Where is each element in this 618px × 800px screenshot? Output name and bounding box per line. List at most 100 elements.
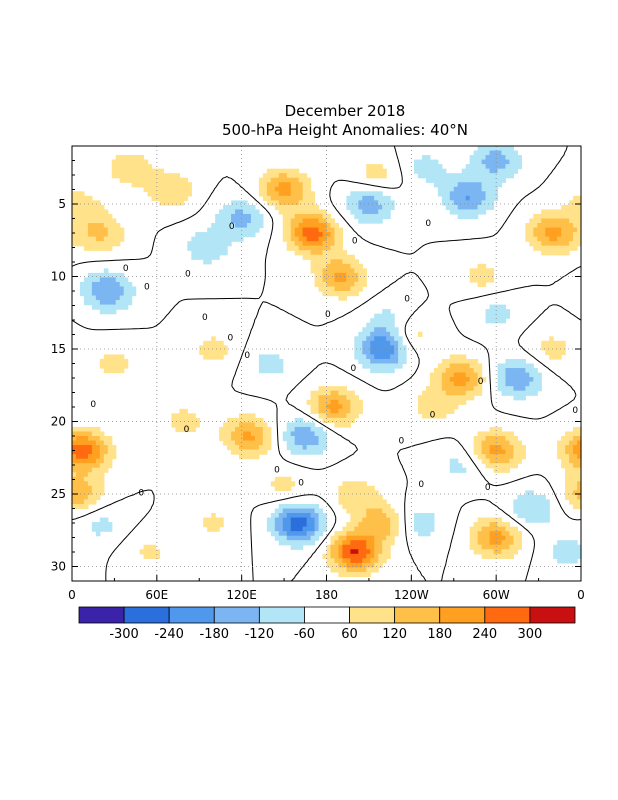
heatmap-cell [338, 236, 344, 242]
heatmap-cell [235, 422, 240, 428]
heatmap-cell [366, 499, 371, 505]
heatmap-cell [449, 404, 455, 410]
heatmap-cell [553, 245, 558, 251]
heatmap-cell [497, 304, 503, 310]
heatmap-cell [517, 535, 522, 541]
heatmap-cell [481, 540, 487, 546]
heatmap-cell [72, 485, 77, 491]
heatmap-cell [561, 449, 566, 455]
heatmap-cell [370, 173, 375, 179]
heatmap-cell [99, 431, 105, 437]
heatmap-cell [366, 526, 371, 532]
heatmap-cell [437, 372, 443, 378]
heatmap-cell [417, 513, 423, 519]
heatmap-cell [107, 213, 113, 220]
heatmap-cell [437, 363, 443, 369]
heatmap-cell [469, 195, 475, 201]
heatmap-cell [282, 186, 288, 192]
heatmap-cell [421, 173, 427, 179]
heatmap-cell [366, 517, 371, 523]
heatmap-cell [334, 286, 340, 292]
heatmap-cell [461, 354, 467, 360]
heatmap-cell [429, 390, 435, 396]
heatmap-cell [79, 218, 85, 224]
heatmap-cell [517, 508, 522, 514]
heatmap-cell [386, 340, 391, 346]
heatmap-cell [505, 531, 511, 537]
heatmap-cell [87, 481, 93, 487]
heatmap-cell [99, 526, 105, 532]
heatmap-cell [334, 241, 340, 247]
heatmap-cell [167, 191, 173, 197]
heatmap-cell [286, 481, 292, 487]
heatmap-cell [302, 245, 308, 251]
heatmap-cell [433, 164, 439, 170]
heatmap-cell [429, 164, 435, 170]
heatmap-cell [298, 209, 304, 215]
heatmap-cell [79, 494, 85, 501]
heatmap-cell [227, 436, 232, 442]
heatmap-cell [159, 191, 165, 197]
heatmap-cell [429, 399, 435, 405]
heatmap-cell [175, 191, 180, 197]
heatmap-cell [258, 449, 264, 455]
heatmap-cell [501, 449, 507, 455]
heatmap-cell [394, 336, 399, 342]
heatmap-cell [493, 517, 499, 523]
heatmap-cell [326, 236, 332, 242]
heatmap-cell [521, 368, 526, 374]
heatmap-cell [541, 508, 546, 514]
heatmap-cell [469, 372, 475, 378]
heatmap-cell [103, 209, 109, 215]
heatmap-cell [302, 227, 308, 233]
heatmap-cell [445, 204, 451, 211]
heatmap-cell [374, 331, 379, 337]
heatmap-cell [318, 395, 324, 401]
heatmap-cell [314, 236, 320, 242]
heatmap-cell [366, 544, 371, 550]
heatmap-cell [326, 277, 332, 283]
heatmap-cell [358, 553, 363, 559]
heatmap-cell [390, 522, 395, 528]
heatmap-cell [334, 558, 340, 564]
heatmap-cell [75, 445, 81, 451]
heatmap-cell [282, 522, 288, 528]
heatmap-cell [497, 368, 503, 374]
heatmap-cell [509, 544, 514, 550]
heatmap-cell [481, 440, 487, 446]
heatmap-cell [433, 372, 439, 378]
heatmap-cell [517, 155, 522, 161]
heatmap-cell [513, 390, 518, 396]
heatmap-cell [290, 218, 296, 224]
heatmap-cell [370, 336, 375, 342]
heatmap-cell [537, 517, 542, 523]
heatmap-cell [489, 146, 495, 152]
heatmap-cell [334, 263, 340, 269]
heatmap-cell [386, 535, 391, 541]
heatmap-cell [537, 232, 542, 238]
heatmap-cell [99, 445, 105, 451]
heatmap-cell [370, 562, 375, 569]
heatmap-cell [465, 173, 471, 179]
heatmap-cell [386, 522, 391, 528]
heatmap-cell [569, 481, 574, 487]
heatmap-cell [370, 331, 375, 337]
heatmap-cell [545, 236, 550, 242]
heatmap-cell [322, 236, 328, 242]
heatmap-cell [219, 436, 224, 442]
heatmap-cell [565, 245, 570, 251]
heatmap-cell [302, 540, 308, 546]
heatmap-cell [318, 404, 324, 410]
heatmap-cell [314, 277, 320, 283]
heatmap-cell [326, 218, 332, 224]
heatmap-cell [561, 232, 566, 238]
heatmap-cell [382, 318, 387, 324]
heatmap-cell [525, 363, 530, 369]
heatmap-cell [95, 472, 101, 478]
heatmap-cell [557, 213, 562, 220]
heatmap-cell [469, 159, 475, 165]
heatmap-cell [473, 390, 479, 396]
heatmap-cell [330, 395, 336, 401]
heatmap-cell [342, 268, 347, 274]
heatmap-cell [557, 241, 562, 247]
